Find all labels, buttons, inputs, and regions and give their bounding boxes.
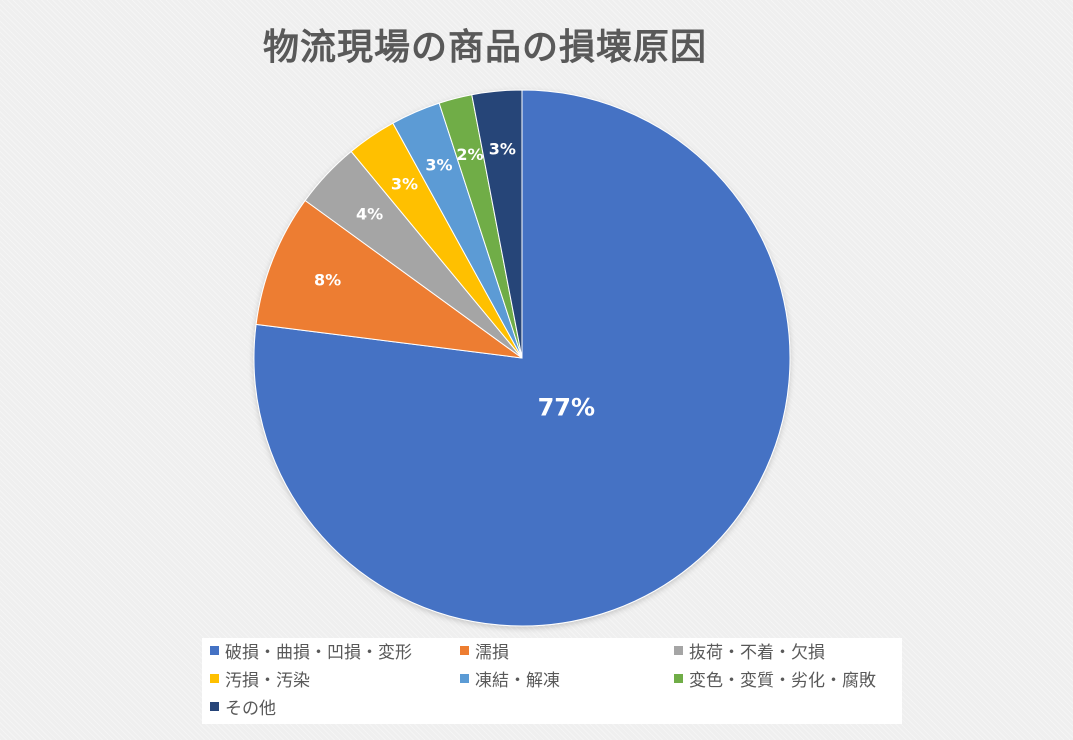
data-label-1: 77% xyxy=(538,393,595,421)
legend-swatch xyxy=(210,674,219,683)
legend-item: その他 xyxy=(210,694,276,718)
legend-swatch xyxy=(460,674,469,683)
data-label-5: 3% xyxy=(425,156,452,175)
legend-label: 凍結・解凍 xyxy=(475,666,560,691)
legend-label: 変色・変質・劣化・腐敗 xyxy=(689,666,876,691)
legend-swatch xyxy=(674,674,683,683)
legend-swatch xyxy=(210,702,219,711)
legend-swatch xyxy=(460,646,469,655)
data-label-4: 3% xyxy=(391,175,418,194)
legend-swatch xyxy=(674,646,683,655)
legend-item: 汚損・汚染 xyxy=(210,666,310,690)
legend-item: 破損・曲損・凹損・変形 xyxy=(210,638,412,662)
data-label-2: 8% xyxy=(314,271,341,290)
legend-swatch xyxy=(210,646,219,655)
legend-label: 汚損・汚染 xyxy=(225,666,310,691)
data-label-3: 4% xyxy=(356,204,383,223)
legend-item: 濡損 xyxy=(460,638,509,662)
legend-label: その他 xyxy=(225,694,276,719)
legend-item: 凍結・解凍 xyxy=(460,666,560,690)
data-label-6: 2% xyxy=(456,145,483,164)
chart-legend: 破損・曲損・凹損・変形 濡損 抜荷・不着・欠損汚損・汚染 凍結・解凍 変色・変質・劣化・… xyxy=(202,638,902,724)
legend-label: 濡損 xyxy=(475,638,509,663)
data-label-7: 3% xyxy=(489,139,516,158)
legend-item: 抜荷・不着・欠損 xyxy=(674,638,825,662)
legend-item: 変色・変質・劣化・腐敗 xyxy=(674,666,876,690)
legend-label: 抜荷・不着・欠損 xyxy=(689,638,825,663)
legend-label: 破損・曲損・凹損・変形 xyxy=(225,638,412,663)
